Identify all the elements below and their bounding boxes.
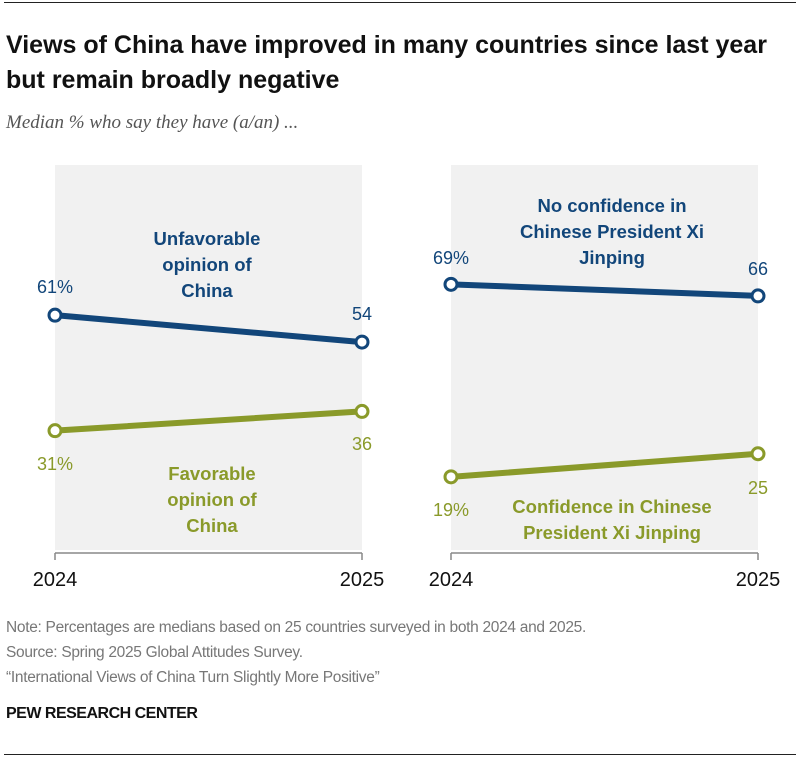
footnote-report: “International Views of China Turn Sligh… <box>6 669 380 686</box>
series-line <box>52 408 365 434</box>
brand-name: PEW RESEARCH CENTER <box>6 705 198 722</box>
data-label: 19% <box>433 500 469 520</box>
panel-background <box>55 165 362 550</box>
data-point <box>750 288 766 304</box>
data-point <box>443 276 459 292</box>
chart-title: Views of China have improved in many cou… <box>6 31 767 94</box>
x-tick-label: 2025 <box>340 569 385 591</box>
data-point <box>750 446 766 462</box>
bottom-rule <box>4 754 796 755</box>
top-rule <box>4 2 796 3</box>
data-point <box>354 334 370 350</box>
data-point <box>47 423 63 439</box>
series-label: Unfavorable <box>154 228 261 249</box>
data-label: 25 <box>748 478 768 498</box>
series-line <box>448 281 761 299</box>
data-label: 69% <box>433 248 469 268</box>
series-line <box>448 450 761 480</box>
panel-background <box>451 165 758 550</box>
footnote-source: Source: Spring 2025 Global Attitudes Sur… <box>6 644 303 661</box>
data-label: 36 <box>352 434 372 454</box>
x-tick-label: 2024 <box>429 569 474 591</box>
x-tick-label: 2025 <box>736 569 781 591</box>
chart-plot: 2024 2025 61% 54 Unfavorable opinion of China 3… <box>33 165 781 591</box>
series-label: Favorable <box>168 463 255 484</box>
data-label: 66 <box>748 259 768 279</box>
data-label: 61% <box>37 277 73 297</box>
series-label: Confidence in Chinese <box>512 496 711 517</box>
series-label: opinion of <box>167 489 257 510</box>
series-label: Chinese President Xi <box>520 221 704 242</box>
series-line <box>52 312 365 346</box>
series-label: China <box>186 515 238 536</box>
footnote-note: Note: Percentages are medians based on 2… <box>6 619 587 636</box>
series-label: No confidence in <box>537 195 686 216</box>
series-label: opinion of <box>162 254 252 275</box>
data-label: 31% <box>37 454 73 474</box>
series-label: Jinping <box>579 247 645 268</box>
data-point <box>354 403 370 419</box>
data-point <box>47 307 63 323</box>
data-label: 54 <box>352 304 372 324</box>
data-point <box>443 469 459 485</box>
series-label: China <box>181 280 233 301</box>
x-tick-label: 2024 <box>33 569 78 591</box>
chart-subtitle: Median % who say they have (a/an) ... <box>6 112 299 133</box>
series-label: President Xi Jinping <box>523 522 701 543</box>
